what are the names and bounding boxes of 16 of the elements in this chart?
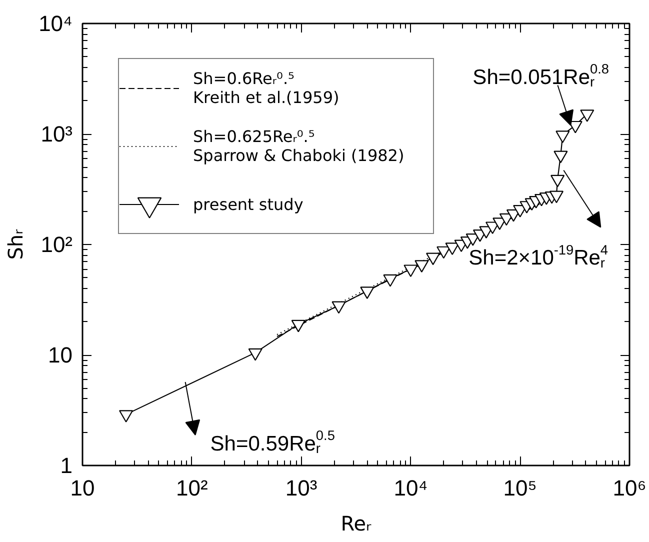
y-axis-title: Shᵣ bbox=[4, 228, 28, 260]
x-tick-label: 10 bbox=[70, 476, 95, 500]
x-axis-title: Reᵣ bbox=[340, 512, 372, 536]
y-tick-label: 10² bbox=[40, 232, 72, 257]
legend-label: Sh=0.6Reᵣ⁰.⁵ Kreith et al.(1959) bbox=[193, 68, 340, 109]
x-tick-label: 10³ bbox=[285, 476, 318, 500]
y-tick-label: 10³ bbox=[40, 122, 72, 146]
y-tick-label: 10 bbox=[48, 342, 73, 368]
x-tick-label: 10⁴ bbox=[394, 476, 428, 500]
x-tick-label: 10² bbox=[176, 476, 208, 500]
x-tick-label: 10⁶ bbox=[612, 476, 646, 500]
y-tick-label: 1 bbox=[60, 453, 73, 478]
legend-label: Sh=0.625Reᵣ⁰.⁵ Sparrow & Chaboki (1982) bbox=[193, 126, 406, 167]
x-tick-label: 10⁵ bbox=[503, 476, 537, 500]
legend-label: present study bbox=[193, 194, 304, 216]
y-tick-label: 10⁴ bbox=[38, 11, 73, 36]
